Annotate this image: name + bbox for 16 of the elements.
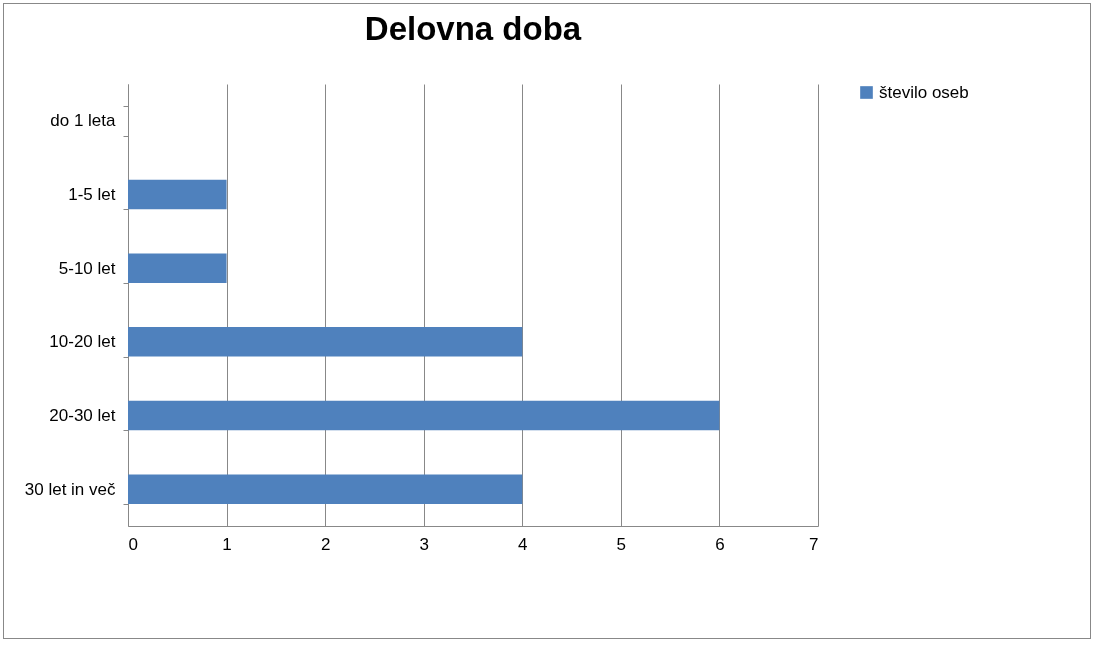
x-tick-label: 6 — [715, 534, 725, 554]
y-tick-label: do 1 leta — [50, 111, 117, 131]
x-tick-label: 1 — [222, 534, 232, 554]
y-tick-label: 20-30 let — [49, 406, 116, 425]
x-tick-label: 3 — [419, 534, 429, 554]
legend-label: število oseb — [879, 82, 969, 102]
y-tick-label: 1-5 let — [68, 185, 116, 204]
chart-title: Delovna doba — [364, 10, 582, 47]
x-tick-label: 2 — [320, 534, 331, 554]
x-tick-label: 5 — [616, 534, 627, 554]
x-tick-label: 0 — [128, 534, 138, 554]
y-tick-label: 5-10 let — [58, 258, 116, 278]
x-tick-label: 4 — [518, 534, 528, 554]
y-tick-label: 10-20 let — [49, 332, 116, 352]
x-tick-label: 7 — [809, 534, 819, 554]
y-tick-label: 30 let in več — [24, 479, 116, 499]
